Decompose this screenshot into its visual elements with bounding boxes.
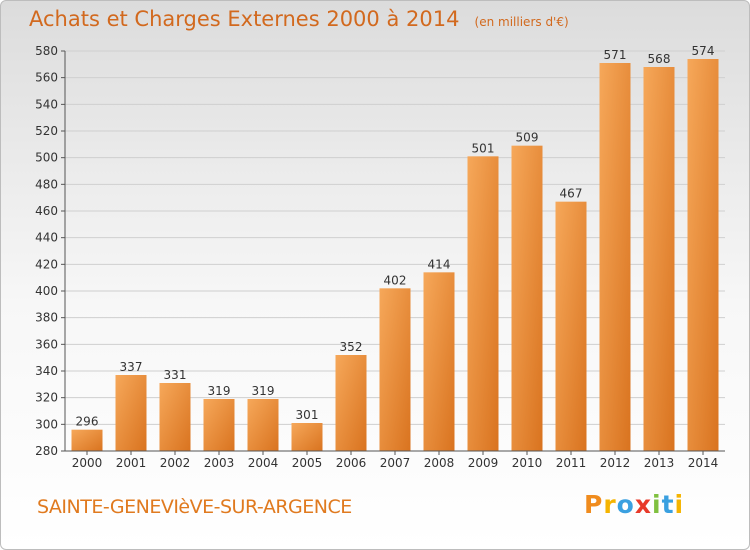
logo-letter: r	[603, 490, 617, 519]
logo-letter: t	[661, 490, 675, 519]
y-tick-label: 460	[35, 204, 58, 218]
proxiti-logo: Proxiti	[584, 490, 684, 519]
commune-name: SAINTE-GENEVIèVE-SUR-ARGENCE	[37, 496, 352, 518]
logo-letter: i	[652, 490, 662, 519]
bar-2011	[555, 201, 587, 451]
value-label-2012: 571	[604, 48, 627, 62]
bar-2001	[115, 375, 147, 451]
bar-2010	[511, 145, 543, 451]
y-tick-label: 420	[35, 257, 58, 271]
y-tick-label: 500	[35, 151, 58, 165]
bar-2014	[687, 59, 719, 451]
bar-2000	[71, 429, 103, 451]
bars: 296 337 331 319 319 301 352 402 414 501 509 467 571 5…	[71, 44, 719, 452]
y-tick-label: 280	[35, 444, 58, 458]
bar-2009	[467, 156, 499, 452]
logo-letter: i	[674, 490, 685, 519]
bar-2006	[335, 355, 367, 451]
x-tick-label-2006: 2006	[336, 456, 367, 470]
x-tick-label-2009: 2009	[468, 456, 499, 470]
bar-2007	[379, 288, 411, 451]
bar-2012	[599, 63, 631, 451]
x-tick-label-2002: 2002	[160, 456, 191, 470]
value-label-2013: 568	[648, 52, 671, 66]
bar-2002	[159, 383, 191, 451]
x-tick-label-2004: 2004	[248, 456, 279, 470]
value-label-2007: 402	[384, 273, 407, 287]
x-tick-label-2000: 2000	[72, 456, 103, 470]
logo-letter: o	[616, 490, 635, 519]
axes: 280 300 320 340 360 380 400 420 440 460 480 500 520 5…	[35, 44, 725, 470]
x-tick-label-2010: 2010	[512, 456, 543, 470]
x-tick-label-2005: 2005	[292, 456, 323, 470]
y-tick-label: 400	[35, 284, 58, 298]
y-tick-label: 480	[35, 177, 58, 191]
bar-2004	[247, 399, 279, 451]
value-label-2005: 301	[296, 408, 319, 422]
value-label-2010: 509	[516, 131, 539, 145]
y-tick-label: 520	[35, 124, 58, 138]
y-tick-label: 560	[35, 71, 58, 85]
x-tick-label-2008: 2008	[424, 456, 455, 470]
y-tick-label: 580	[35, 44, 58, 58]
value-label-2008: 414	[428, 257, 451, 271]
y-tick-label: 440	[35, 231, 58, 245]
x-tick-label-2003: 2003	[204, 456, 235, 470]
value-label-2002: 331	[164, 368, 187, 382]
value-label-2000: 296	[76, 415, 99, 429]
bar-2013	[643, 67, 675, 451]
x-tick-label-2012: 2012	[600, 456, 631, 470]
value-label-2011: 467	[560, 187, 583, 201]
y-tick-label: 320	[35, 391, 58, 405]
value-label-2009: 501	[472, 141, 495, 155]
x-tick-label-2013: 2013	[644, 456, 675, 470]
y-tick-label: 360	[35, 337, 58, 351]
value-label-2014: 574	[692, 44, 715, 58]
y-tick-label: 380	[35, 311, 58, 325]
bar-2003	[203, 399, 235, 451]
value-label-2006: 352	[340, 340, 363, 354]
value-label-2001: 337	[120, 360, 143, 374]
value-label-2004: 319	[252, 384, 275, 398]
bar-2008	[423, 272, 455, 451]
y-tick-label: 340	[35, 364, 58, 378]
logo-letter: P	[584, 490, 604, 519]
x-tick-label-2007: 2007	[380, 456, 411, 470]
x-tick-label-2001: 2001	[116, 456, 147, 470]
title-block: Achats et Charges Externes 2000 à 2014 (…	[29, 7, 569, 31]
x-tick-label-2011: 2011	[556, 456, 587, 470]
logo-letter: x	[634, 490, 652, 519]
value-label-2003: 319	[208, 384, 231, 398]
bar-2005	[291, 423, 323, 451]
chart-title: Achats et Charges Externes 2000 à 2014	[29, 7, 460, 31]
chart-subtitle: (en milliers d'€)	[474, 15, 569, 29]
x-tick-label-2014: 2014	[688, 456, 719, 470]
y-tick-label: 540	[35, 97, 58, 111]
y-tick-label: 300	[35, 417, 58, 431]
